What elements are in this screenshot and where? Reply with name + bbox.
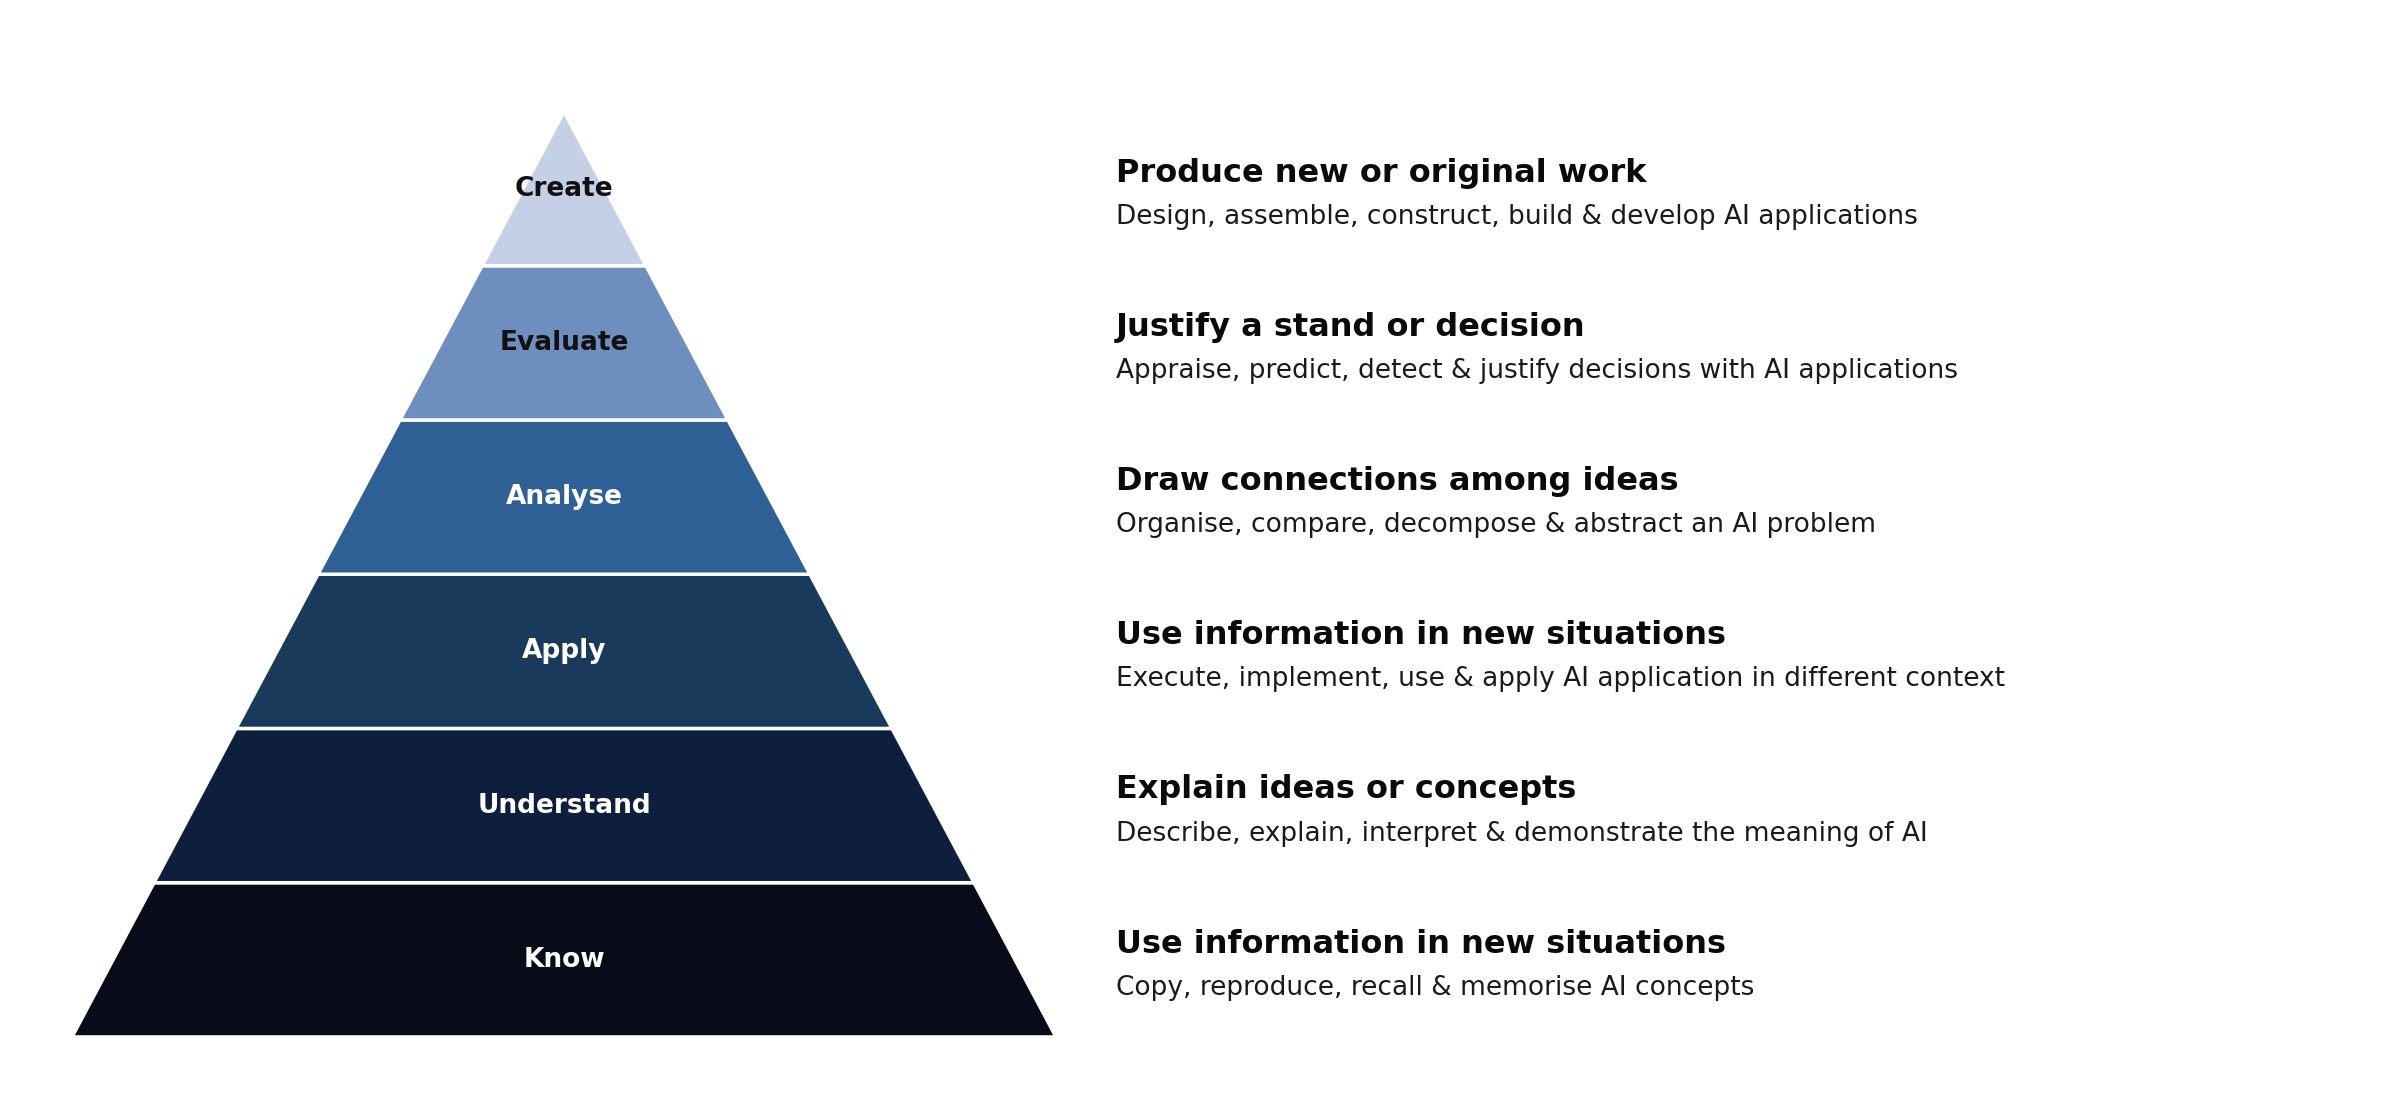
Text: Justify a stand or decision: Justify a stand or decision [1116,312,1586,342]
Polygon shape [482,112,646,265]
Text: Design, assemble, construct, build & develop AI applications: Design, assemble, construct, build & dev… [1116,204,1918,230]
Polygon shape [154,728,974,883]
Text: Copy, reproduce, recall & memorise AI concepts: Copy, reproduce, recall & memorise AI co… [1116,975,1754,1001]
Polygon shape [317,420,809,574]
Polygon shape [72,883,1056,1037]
Text: Execute, implement, use & apply AI application in different context: Execute, implement, use & apply AI appli… [1116,667,2004,692]
Text: Describe, explain, interpret & demonstrate the meaning of AI: Describe, explain, interpret & demonstra… [1116,821,1927,846]
Text: Organise, compare, decompose & abstract an AI problem: Organise, compare, decompose & abstract … [1116,512,1877,539]
Text: Explain ideas or concepts: Explain ideas or concepts [1116,775,1577,805]
Text: Use information in new situations: Use information in new situations [1116,620,1726,651]
Polygon shape [401,265,727,420]
Polygon shape [235,574,893,728]
Text: Appraise, predict, detect & justify decisions with AI applications: Appraise, predict, detect & justify deci… [1116,358,1958,384]
Text: Draw connections among ideas: Draw connections among ideas [1116,466,1678,497]
Text: Apply: Apply [521,639,607,665]
Text: Understand: Understand [478,793,650,818]
Text: Use information in new situations: Use information in new situations [1116,929,1726,960]
Text: Produce new or original work: Produce new or original work [1116,157,1646,188]
Text: Know: Know [523,947,605,972]
Text: Create: Create [514,176,614,202]
Text: Evaluate: Evaluate [499,330,629,356]
Text: Analyse: Analyse [506,484,622,510]
